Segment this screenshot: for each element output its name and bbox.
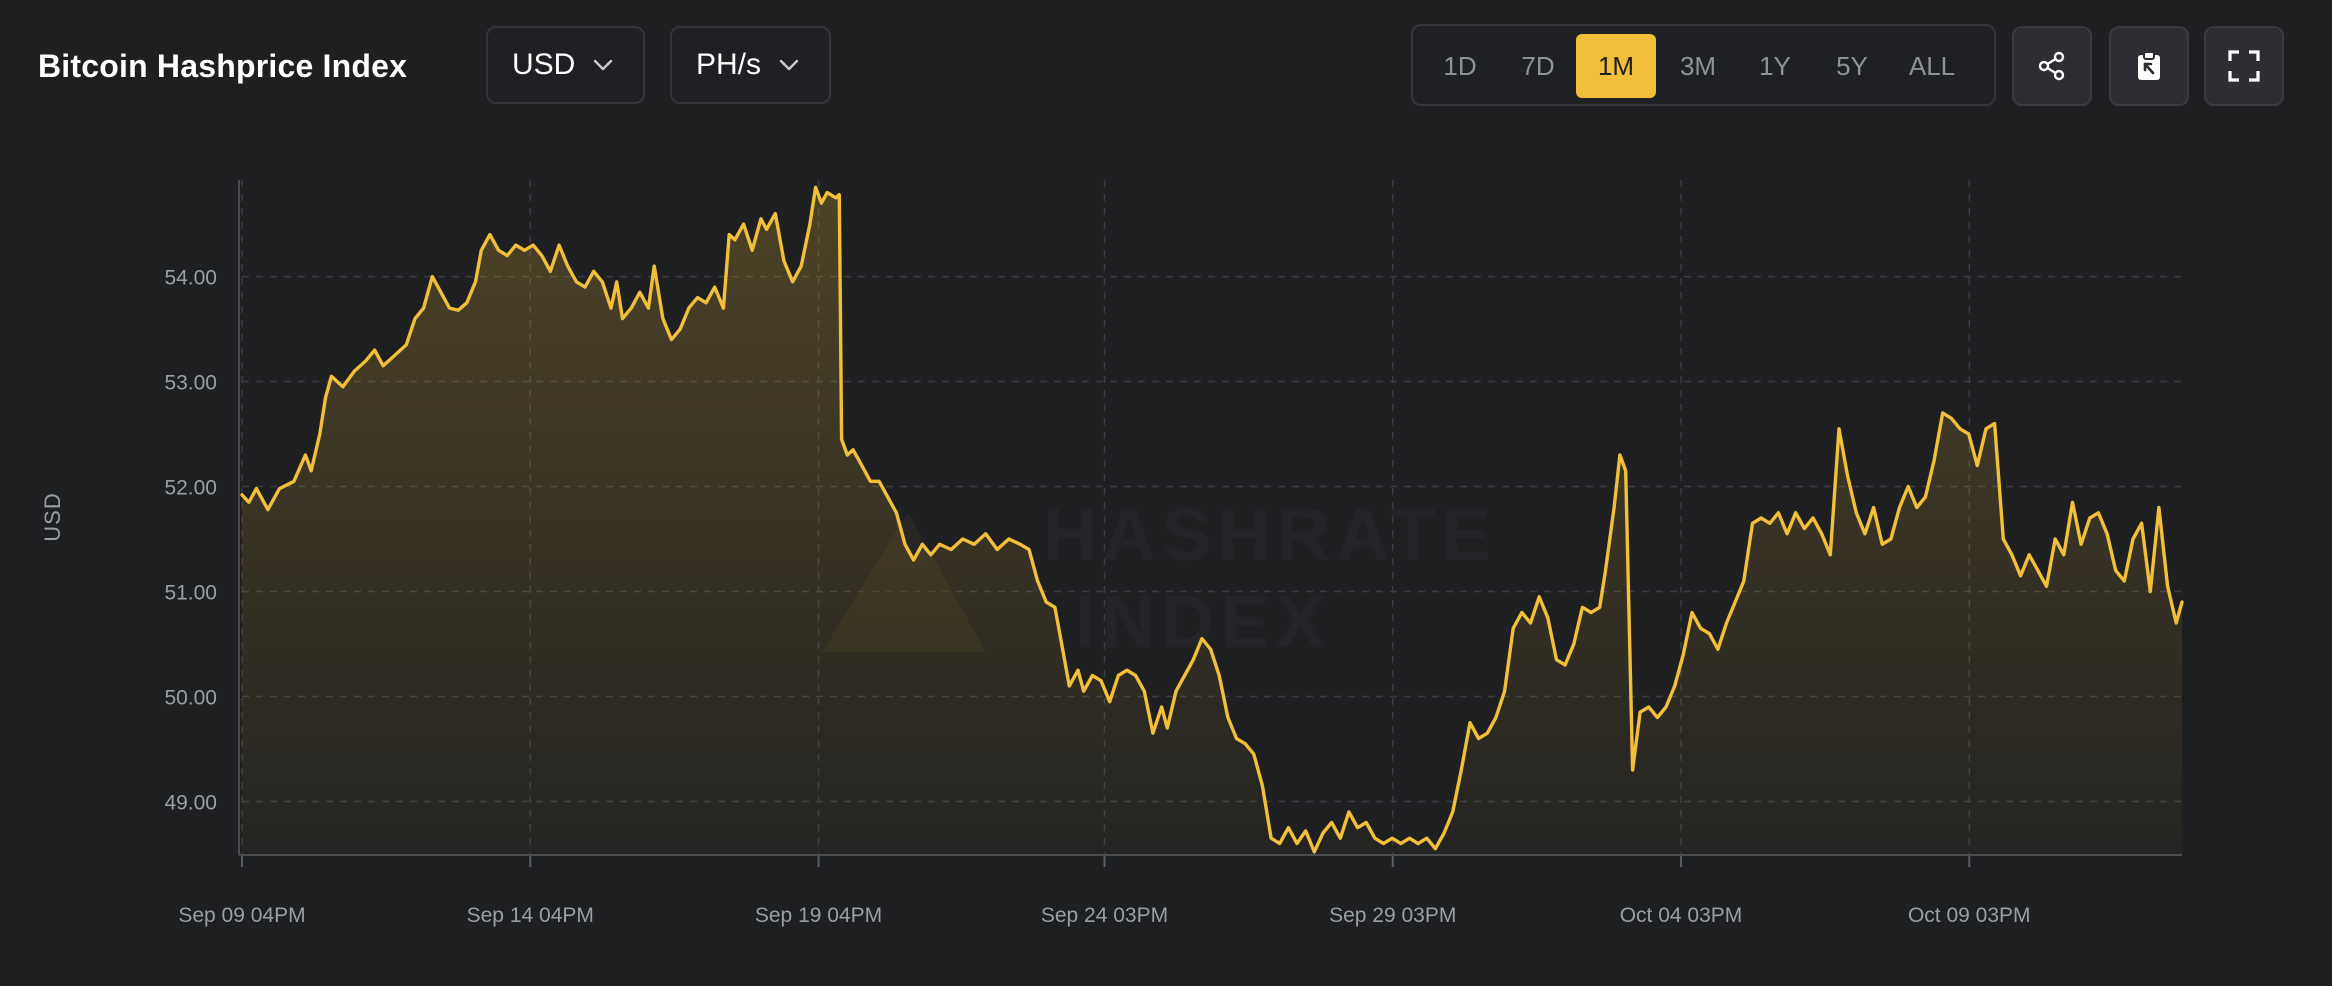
y-tick-label: 53.00 [164, 372, 217, 395]
clipboard-button[interactable] [2109, 26, 2189, 106]
y-tick-label: 51.00 [164, 582, 217, 605]
y-axis-ticks: 49.00 50.00 51.00 52.00 53.00 54.00 [164, 267, 217, 815]
clipboard-icon [2138, 51, 2160, 80]
currency-select[interactable]: USD [486, 26, 645, 104]
x-tick-label: Oct 09 03PM [1908, 904, 2031, 927]
x-tick-label: Sep 14 04PM [467, 904, 594, 927]
range-button-1d[interactable]: 1D [1443, 50, 1477, 81]
x-tick-label: Sep 24 03PM [1041, 904, 1168, 927]
x-axis-ticks: Sep 09 04PM Sep 14 04PM Sep 19 04PM Sep 24 … [178, 904, 2030, 927]
series-area [242, 187, 2182, 856]
watermark-logo [822, 512, 986, 652]
range-button-7d[interactable]: 7D [1521, 50, 1555, 81]
chevron-down-icon [779, 59, 799, 71]
y-tick-label: 52.00 [164, 477, 217, 500]
y-tick-label: 54.00 [164, 267, 217, 290]
chart-axes [238, 180, 2182, 867]
x-tick-label: Sep 19 04PM [755, 904, 882, 927]
x-tick-label: Sep 29 03PM [1329, 904, 1456, 927]
range-button-all[interactable]: ALL [1908, 50, 1956, 81]
chart-grid [241, 180, 2182, 855]
y-tick-label: 50.00 [164, 686, 217, 709]
y-tick-label: 49.00 [164, 791, 217, 814]
range-button-1y[interactable]: 1Y [1759, 50, 1791, 81]
x-tick-label: Oct 04 03PM [1620, 904, 1743, 927]
y-axis-label: USD [40, 492, 65, 542]
watermark-line1: HASHRATE [1043, 493, 1497, 576]
watermark: HASHRATE INDEX [822, 493, 1497, 663]
chevron-down-icon [593, 59, 613, 71]
currency-select-value: USD [512, 48, 576, 81]
fullscreen-icon [2228, 50, 2260, 82]
share-button[interactable] [2012, 26, 2092, 106]
x-tick-label: Sep 09 04PM [178, 904, 305, 927]
series-line [240, 185, 2184, 854]
fullscreen-button[interactable] [2204, 26, 2284, 106]
watermark-line2: INDEX [1075, 580, 1331, 663]
unit-select-value: PH/s [696, 48, 762, 81]
unit-select[interactable]: PH/s [670, 26, 831, 104]
chart-title: Bitcoin Hashprice Index [38, 48, 408, 84]
share-icon [2038, 51, 2065, 81]
range-button-3m[interactable]: 3M [1679, 50, 1717, 81]
range-button-5y[interactable]: 5Y [1836, 50, 1868, 81]
time-range-selector: 1D 7D 1M 3M 1Y 5Y ALL [1411, 24, 1996, 106]
range-button-1m[interactable]: 1M [1576, 34, 1656, 98]
